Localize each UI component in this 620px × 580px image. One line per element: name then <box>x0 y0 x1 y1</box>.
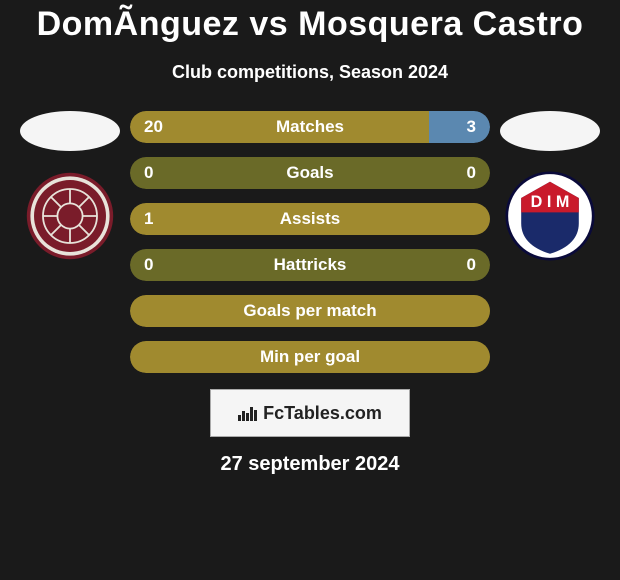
stat-row: Matches20 3 <box>130 111 490 143</box>
player-left-avatar <box>20 111 120 151</box>
club-right-icon: D I M <box>505 171 595 261</box>
player-left-col <box>20 111 120 261</box>
stat-row: Goals0 0 <box>130 157 490 189</box>
chart-icon <box>238 405 257 421</box>
stat-label: Hattricks <box>130 255 490 275</box>
stat-label: Assists <box>130 209 490 229</box>
stat-value-left: 0 <box>144 163 153 183</box>
stat-value-left: 20 <box>144 117 163 137</box>
stat-row: Goals per match <box>130 295 490 327</box>
comparison-card: DomÃ­nguez vs Mosquera Castro Club compe… <box>0 0 620 476</box>
stats-column: Matches203Goals00Assists1Hattricks00Goal… <box>130 111 490 373</box>
stat-value-right: 0 <box>467 163 476 183</box>
stat-value-right: 3 <box>467 117 476 137</box>
stat-label: Matches <box>130 117 490 137</box>
subtitle: Club competitions, Season 2024 <box>0 62 620 83</box>
stat-row: Assists1 <box>130 203 490 235</box>
player-right-col: D I M <box>500 111 600 261</box>
club-right-badge: D I M <box>505 171 595 261</box>
svg-text:D I M: D I M <box>531 193 570 211</box>
club-left-icon <box>25 171 115 261</box>
branding-text: FcTables.com <box>263 403 382 424</box>
main-row: Matches203Goals00Assists1Hattricks00Goal… <box>0 111 620 373</box>
club-left-badge <box>25 171 115 261</box>
stat-label: Goals per match <box>130 301 490 321</box>
date-line: 27 september 2024 <box>0 453 620 476</box>
stat-value-left: 0 <box>144 255 153 275</box>
stat-label: Min per goal <box>130 347 490 367</box>
stat-row: Hattricks0 0 <box>130 249 490 281</box>
page-title: DomÃ­nguez vs Mosquera Castro <box>0 5 620 44</box>
player-right-avatar <box>500 111 600 151</box>
stat-label: Goals <box>130 163 490 183</box>
stat-value-left: 1 <box>144 209 153 229</box>
branding-box[interactable]: FcTables.com <box>210 389 410 437</box>
stat-value-right: 0 <box>467 255 476 275</box>
stat-row: Min per goal <box>130 341 490 373</box>
